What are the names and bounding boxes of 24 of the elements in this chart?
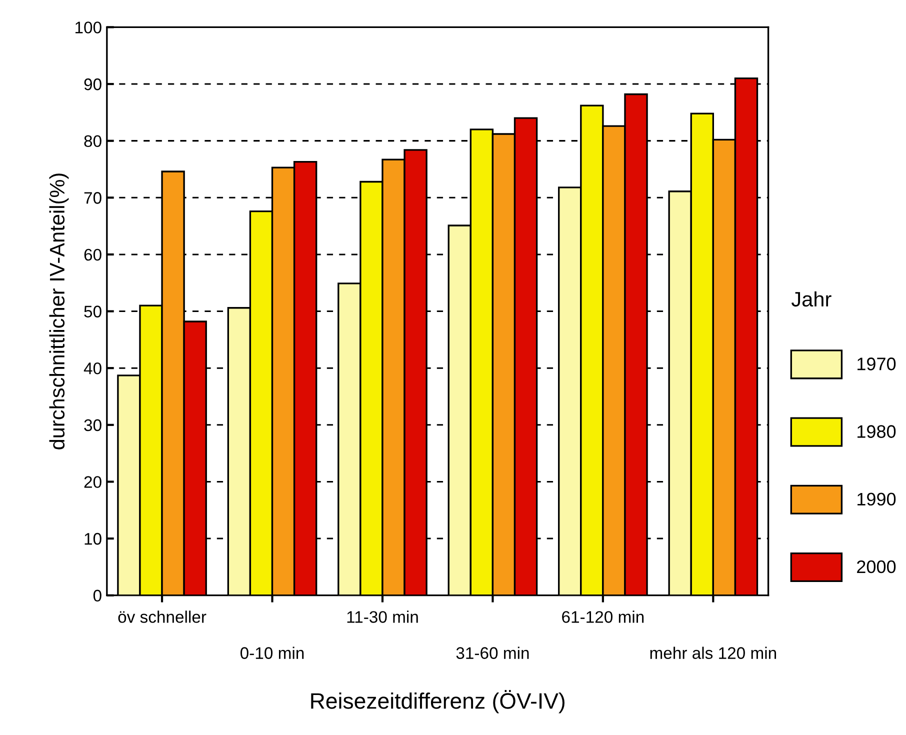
legend-label: 1980 <box>858 425 896 438</box>
legend-label: 1970 <box>858 358 896 370</box>
x-tick-label: 11-30 min <box>347 610 418 623</box>
x-tick-label: 31-60 min <box>456 646 529 659</box>
y-tick-label: 90 <box>84 78 102 90</box>
x-tick-label: 61-120 min <box>562 610 644 623</box>
y-tick-label: 40 <box>84 362 102 374</box>
legend-label: 2000 <box>857 560 896 574</box>
legend-title: Jahr <box>791 291 832 307</box>
legend-label: 1990 <box>858 492 896 506</box>
y-tick-label: 30 <box>84 419 102 432</box>
x-tick-label: öv schneller <box>118 610 206 623</box>
y-tick-label: 100 <box>76 22 102 34</box>
x-axis-title: Reisezeitdifferenz (ÖV-IV) <box>311 690 564 714</box>
y-tick-label: 0 <box>93 590 102 602</box>
y-tick-label: 70 <box>84 192 102 204</box>
y-tick-label: 60 <box>84 248 102 261</box>
x-tick-label: 0-10 min <box>240 646 304 659</box>
x-tick-label: mehr als 120 min <box>650 646 776 659</box>
y-axis-title: durchschnittlicher IV-Anteil(%) <box>49 174 69 450</box>
y-tick-label: 20 <box>84 476 102 488</box>
y-tick-label: 50 <box>84 306 102 318</box>
y-tick-label: 80 <box>84 135 102 148</box>
y-tick-label: 10 <box>84 532 102 545</box>
